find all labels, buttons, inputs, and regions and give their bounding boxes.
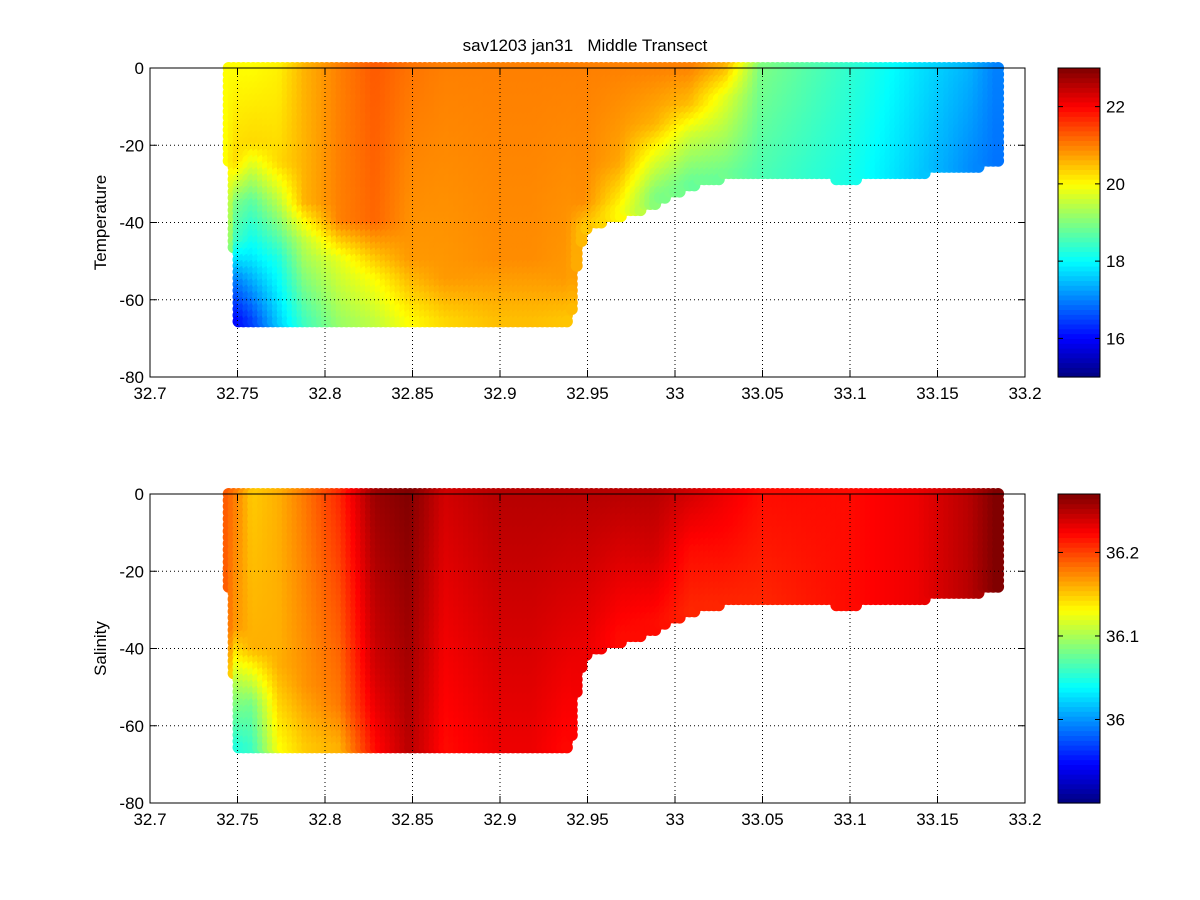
colorbar-segment [1058, 121, 1100, 127]
colorbar-segment [1058, 72, 1100, 79]
colorbar-segment [1058, 232, 1100, 238]
colorbar-segment [1058, 169, 1100, 175]
colorbar-segment [1058, 203, 1100, 209]
colorbar-segment [1058, 285, 1100, 291]
colorbar-segment [1058, 154, 1100, 161]
colorbar-segment [1058, 179, 1100, 185]
colorbar-segment [1058, 333, 1100, 339]
data-point [560, 315, 573, 328]
colorbar-segment [1058, 246, 1100, 253]
colorbar-segment [1058, 256, 1100, 262]
panels: 32.7 32.75 32.8 32.85 32.9 32.95 33 33.05 33.1 33… [91, 59, 1139, 829]
figure-title: sav1203 jan31 Middle Transect [463, 36, 708, 55]
colorbar-segment [1058, 323, 1100, 330]
data-point [992, 154, 1005, 167]
colorbar-segment [1058, 222, 1100, 228]
colorbar-segment [1058, 343, 1100, 349]
colorbar-segment [1058, 314, 1100, 320]
colorbar-segment [1058, 68, 1100, 74]
x-tick-label: 33.1 [833, 384, 866, 403]
colorbar-segment [1058, 348, 1100, 354]
colorbar-segment [1058, 145, 1100, 151]
colorbar-segment [1058, 135, 1100, 142]
colorbar-segment [1058, 164, 1100, 170]
colorbar-segment [1058, 319, 1100, 325]
colorbar-segment [1058, 116, 1100, 122]
colorbar-segment [1058, 352, 1100, 359]
y-tick-label: -20 [119, 136, 144, 155]
data-point [565, 303, 578, 315]
x-tick-label: 32.8 [308, 384, 341, 403]
colorbar-segment [1058, 188, 1100, 195]
x-tick-label: 32.85 [391, 384, 434, 403]
y-tick-label: -40 [119, 214, 144, 233]
colorbar-segment [1058, 265, 1100, 272]
x-tick-label: 32.75 [216, 384, 259, 403]
colorbar-segment [1058, 241, 1100, 248]
y-tick-label: 0 [135, 59, 144, 78]
colorbar-segment [1058, 367, 1100, 373]
colorbar-tick-label: 18 [1106, 252, 1125, 271]
y-axis-label: Temperature [91, 175, 110, 270]
colorbar: 16 18 20 22 [1057, 67, 1125, 378]
data-point [570, 259, 583, 272]
colorbar-segment [1058, 261, 1100, 267]
x-tick-label: 33.05 [741, 384, 784, 403]
panel-temperature: 32.7 32.75 32.8 32.85 32.9 32.95 33 33.05 33.1 33… [91, 59, 1125, 403]
colorbar-segment [1058, 236, 1100, 243]
colorbar-segment [1058, 294, 1100, 301]
colorbar-segment [1058, 217, 1100, 224]
colorbar-segment [1058, 328, 1100, 335]
colorbar-segment [1058, 106, 1100, 113]
colorbar-segment [1058, 309, 1100, 315]
colorbar-segment [1058, 159, 1100, 166]
colorbar-segment [1058, 362, 1100, 368]
colorbar-segment [1058, 193, 1100, 199]
y-tick-label: -80 [119, 368, 144, 387]
colorbar-segment [1058, 357, 1100, 364]
colorbar-tick-label: 22 [1106, 98, 1125, 117]
colorbar-segment [1058, 140, 1100, 146]
colorbar-segment [1058, 125, 1100, 132]
x-tick-label: 32.9 [483, 384, 516, 403]
colorbar-segment [1058, 77, 1100, 84]
colorbar-segment [1058, 130, 1100, 137]
colorbar-segment [1058, 198, 1100, 204]
colorbar-segment [1058, 299, 1100, 306]
colorbar-segment [1058, 101, 1100, 108]
colorbar-segment [1058, 275, 1100, 282]
colorbar-segment [1058, 183, 1100, 190]
x-tick-label: 33.2 [1008, 384, 1041, 403]
colorbar-segment [1058, 227, 1100, 233]
colorbar-segment [1058, 251, 1100, 257]
colorbar-segment [1058, 96, 1100, 103]
colorbar-segment [1058, 212, 1100, 219]
colorbar-segment [1058, 150, 1100, 156]
colorbar-segment [1058, 338, 1100, 344]
colorbar-segment [1058, 290, 1100, 296]
x-tick-label: 33 [666, 384, 685, 403]
x-tick-label: 33.15 [916, 384, 959, 403]
colorbar-segment [1058, 304, 1100, 311]
colorbar-segment [1058, 87, 1100, 93]
colorbar-segment [1058, 208, 1100, 214]
colorbar-segment [1058, 82, 1100, 88]
panel-salinity: 32.7 32.75 32.8 32.85 32.9 32.95 33 33.05 33.1 33… [91, 485, 1139, 829]
colorbar-segment [1058, 270, 1100, 277]
y-tick-label: -60 [119, 291, 144, 310]
colorbar-segment [1058, 174, 1100, 180]
colorbar-segment [1058, 111, 1100, 117]
data-series [222, 62, 1005, 328]
x-tick-label: 32.95 [566, 384, 609, 403]
colorbar-tick-label: 16 [1106, 329, 1125, 348]
colorbar-segment [1058, 92, 1100, 98]
data-point [575, 235, 588, 247]
colorbar-tick-label: 20 [1106, 175, 1125, 194]
colorbar-segment [1058, 280, 1100, 286]
